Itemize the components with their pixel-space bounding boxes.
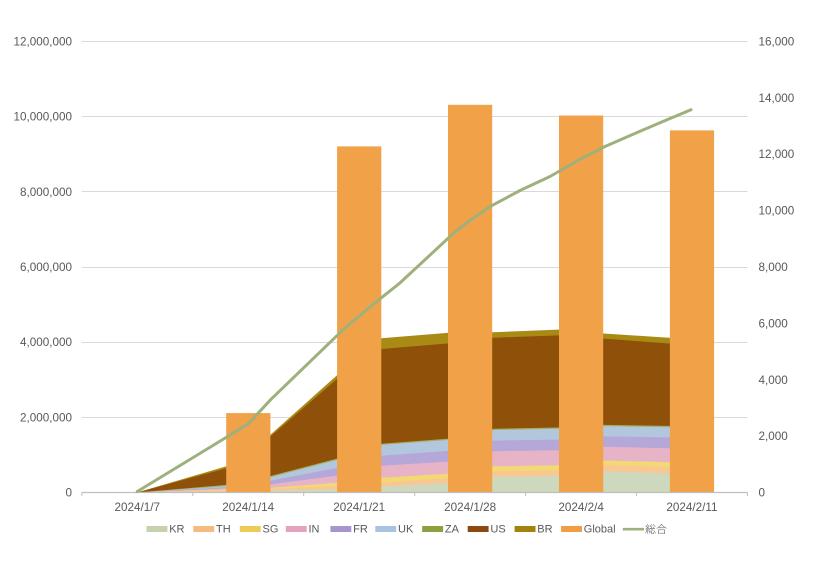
svg-text:US: US [490, 524, 505, 536]
svg-text:4,000,000: 4,000,000 [20, 336, 72, 349]
svg-text:BR: BR [537, 524, 552, 536]
svg-text:8,000,000: 8,000,000 [20, 186, 72, 199]
svg-text:2024/1/14: 2024/1/14 [222, 501, 274, 514]
svg-text:KR: KR [169, 524, 184, 536]
svg-text:12,000,000: 12,000,000 [14, 36, 73, 49]
svg-text:Global: Global [584, 524, 616, 536]
svg-text:4,000: 4,000 [759, 374, 789, 387]
svg-text:2024/1/28: 2024/1/28 [444, 501, 496, 514]
svg-text:SG: SG [263, 524, 279, 536]
svg-text:16,000: 16,000 [759, 36, 795, 49]
svg-text:0: 0 [65, 487, 72, 500]
svg-text:8,000: 8,000 [759, 261, 789, 274]
svg-text:IN: IN [309, 524, 320, 536]
svg-text:10,000,000: 10,000,000 [14, 111, 73, 124]
svg-text:ZA: ZA [445, 524, 460, 536]
svg-text:10,000: 10,000 [759, 205, 795, 218]
svg-text:2,000: 2,000 [759, 430, 789, 443]
svg-text:0: 0 [759, 487, 766, 500]
svg-text:6,000: 6,000 [759, 317, 789, 330]
svg-text:2024/1/21: 2024/1/21 [333, 501, 385, 514]
svg-text:2024/1/7: 2024/1/7 [115, 501, 161, 514]
svg-text:UK: UK [398, 524, 414, 536]
svg-text:14,000: 14,000 [759, 92, 795, 105]
svg-text:2,000,000: 2,000,000 [20, 411, 72, 424]
svg-text:2024/2/4: 2024/2/4 [558, 501, 604, 514]
svg-text:FR: FR [353, 524, 368, 536]
svg-text:12,000: 12,000 [759, 148, 795, 161]
svg-text:2024/2/11: 2024/2/11 [666, 501, 717, 514]
svg-text:TH: TH [216, 524, 231, 536]
svg-text:6,000,000: 6,000,000 [20, 261, 72, 274]
